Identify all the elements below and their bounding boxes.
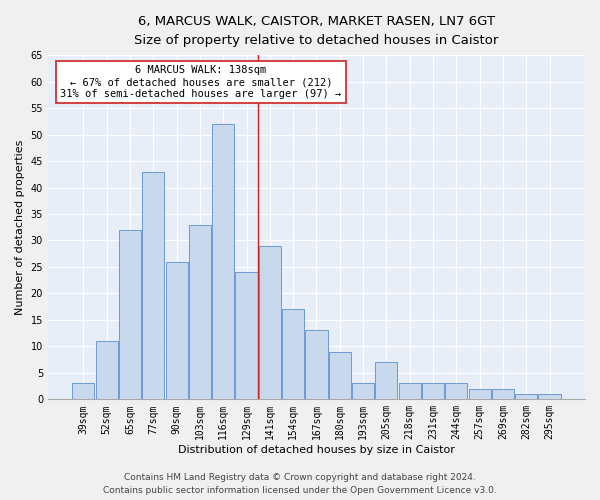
Bar (95, 341, 118, 400)
Bar (329, 352, 351, 400)
Bar (235, 272, 257, 400)
Bar (515, 394, 537, 400)
Bar (352, 384, 374, 400)
Title: 6, MARCUS WALK, CAISTOR, MARKET RASEN, LN7 6GT
Size of property relative to deta: 6, MARCUS WALK, CAISTOR, MARKET RASEN, L… (134, 15, 499, 47)
Bar (376, 362, 397, 400)
Bar (469, 388, 491, 400)
X-axis label: Distribution of detached houses by size in Caistor: Distribution of detached houses by size … (178, 445, 455, 455)
Text: 6 MARCUS WALK: 138sqm
← 67% of detached houses are smaller (212)
31% of semi-det: 6 MARCUS WALK: 138sqm ← 67% of detached … (61, 66, 341, 98)
Bar (166, 262, 188, 400)
Bar (73, 384, 94, 400)
Bar (398, 384, 421, 400)
Bar (305, 330, 328, 400)
Bar (259, 246, 281, 400)
Bar (538, 394, 560, 400)
Bar (492, 388, 514, 400)
Bar (422, 384, 444, 400)
Bar (119, 230, 141, 400)
Text: Contains HM Land Registry data © Crown copyright and database right 2024.
Contai: Contains HM Land Registry data © Crown c… (103, 474, 497, 495)
Bar (445, 384, 467, 400)
Bar (212, 124, 235, 400)
Bar (189, 224, 211, 400)
Y-axis label: Number of detached properties: Number of detached properties (15, 140, 25, 315)
Bar (282, 310, 304, 400)
Bar (142, 172, 164, 400)
